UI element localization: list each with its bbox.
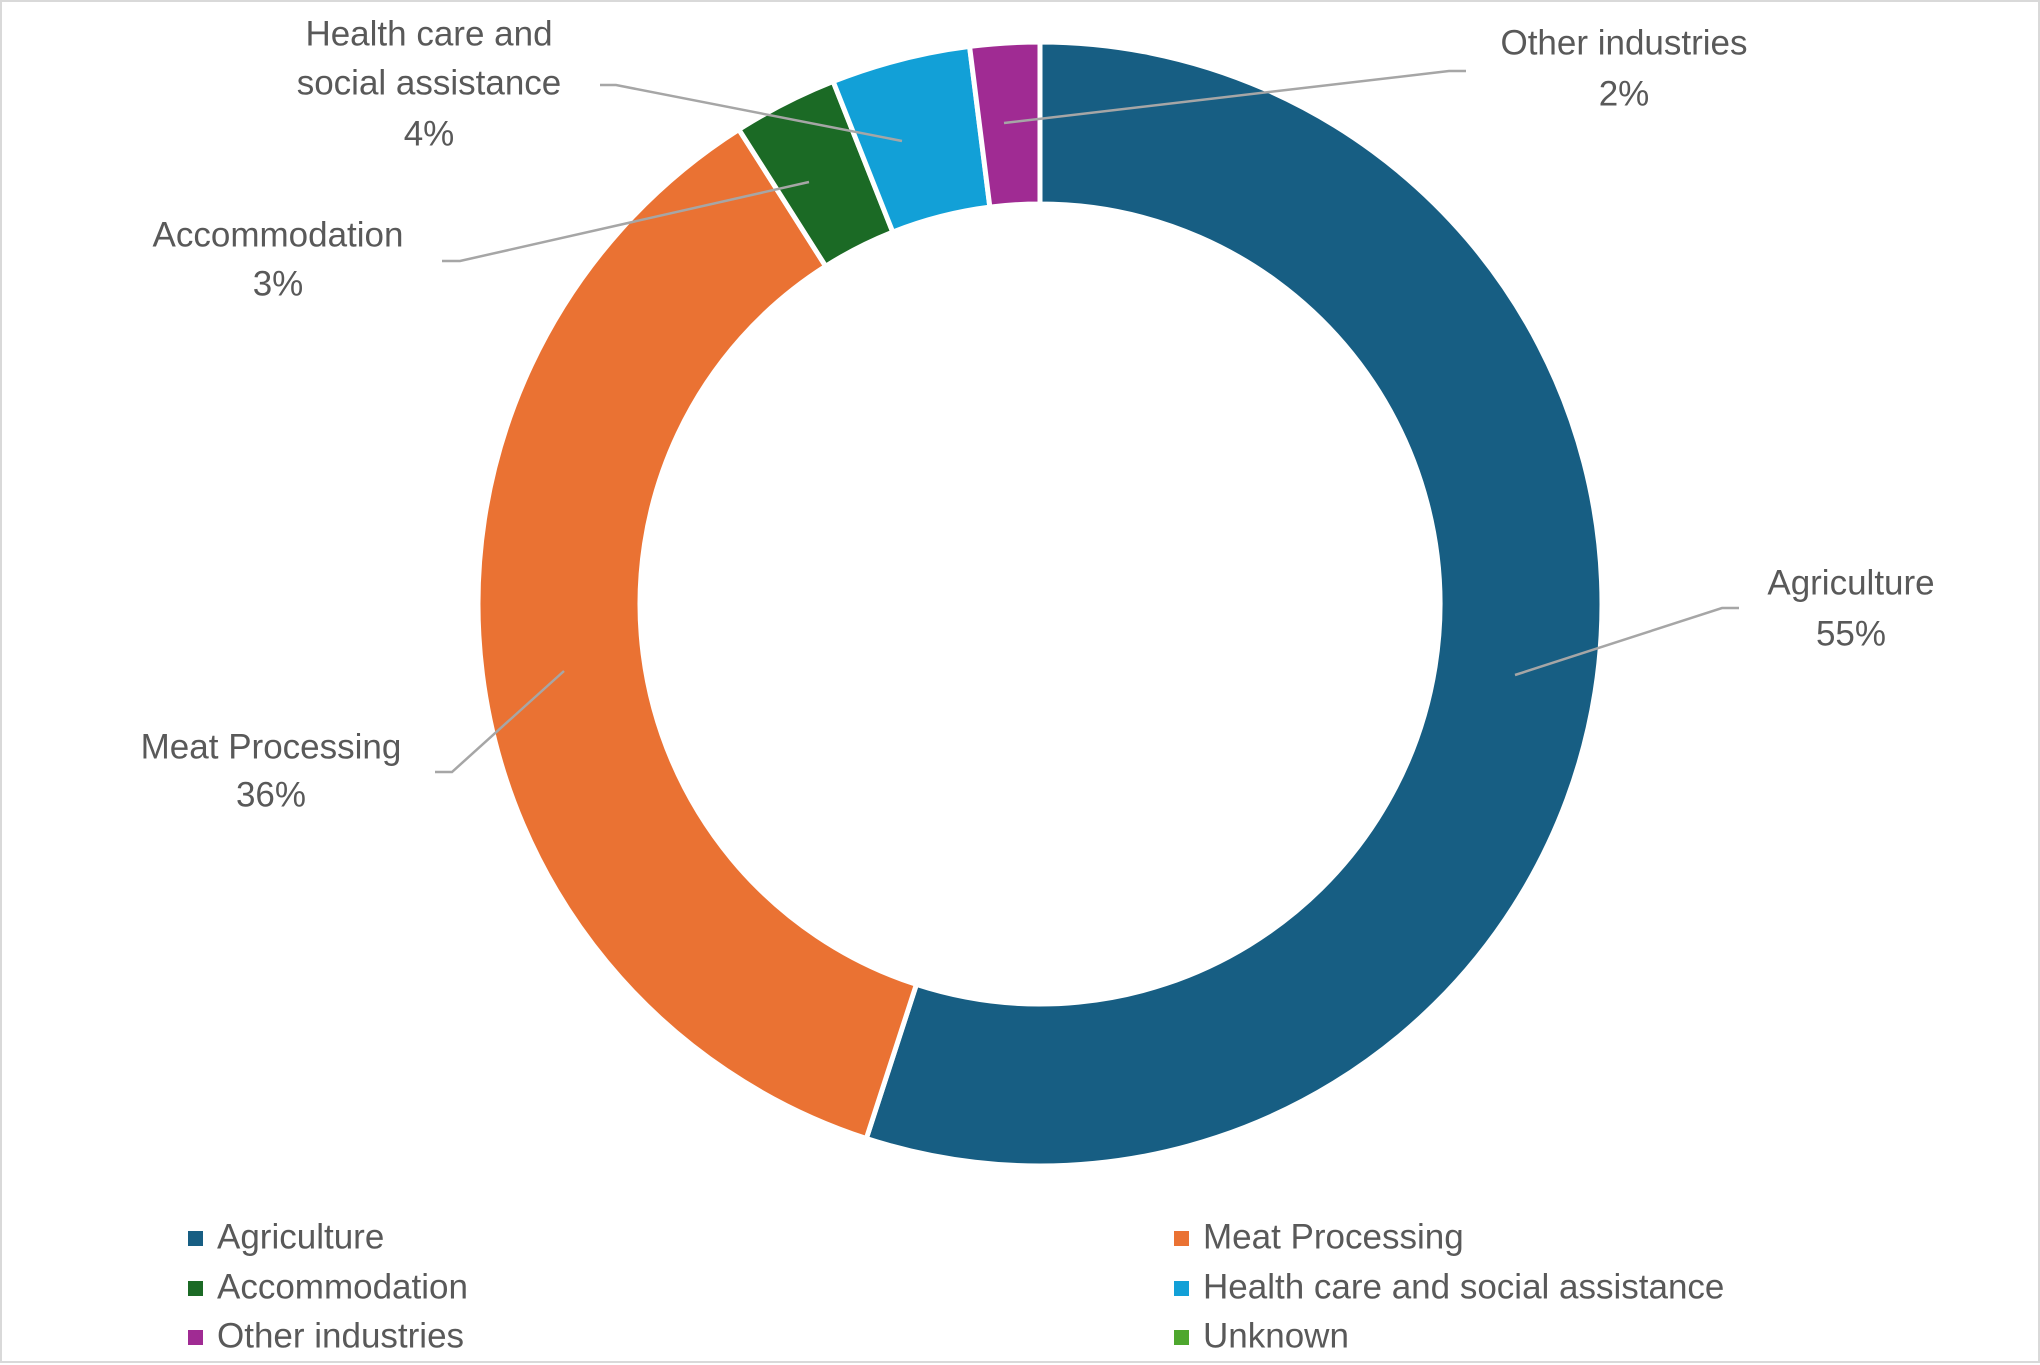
- legend-label: Agriculture: [217, 1217, 384, 1256]
- legend-label: Meat Processing: [1203, 1217, 1464, 1256]
- slice-agriculture: [863, 39, 1605, 1169]
- leader-line: [1003, 69, 1466, 125]
- legend-swatch: [188, 1281, 203, 1296]
- data-label-percent: 55%: [1816, 614, 1886, 653]
- leader-line: [442, 180, 810, 263]
- legend-swatch: [1174, 1281, 1189, 1296]
- data-label-category: Agriculture: [1767, 563, 1934, 602]
- data-label-percent: 2%: [1599, 74, 1650, 113]
- data-label-category: Health care and: [305, 14, 552, 53]
- slice-meat-processing: [475, 126, 920, 1142]
- legend-label: Accommodation: [217, 1267, 468, 1306]
- data-label-percent: 4%: [404, 114, 455, 153]
- data-label-percent: 36%: [236, 775, 306, 814]
- data-label-percent: 3%: [253, 264, 304, 303]
- legend-swatch: [188, 1231, 203, 1246]
- data-label-category: Accommodation: [153, 215, 404, 254]
- legend-swatch: [1174, 1330, 1189, 1345]
- data-label-category: Meat Processing: [141, 727, 402, 766]
- leader-line: [435, 670, 565, 774]
- slice-other-industries: [966, 39, 1043, 210]
- legend-swatch: [1174, 1231, 1189, 1246]
- legend-label: Unknown: [1203, 1316, 1349, 1355]
- leader-line: [600, 83, 903, 143]
- data-label-category: social assistance: [297, 63, 562, 102]
- legend-swatch: [188, 1330, 203, 1345]
- legend-label: Health care and social assistance: [1203, 1267, 1724, 1306]
- legend-label: Other industries: [217, 1316, 464, 1355]
- data-label-category: Other industries: [1500, 23, 1747, 62]
- leader-line: [1514, 606, 1739, 677]
